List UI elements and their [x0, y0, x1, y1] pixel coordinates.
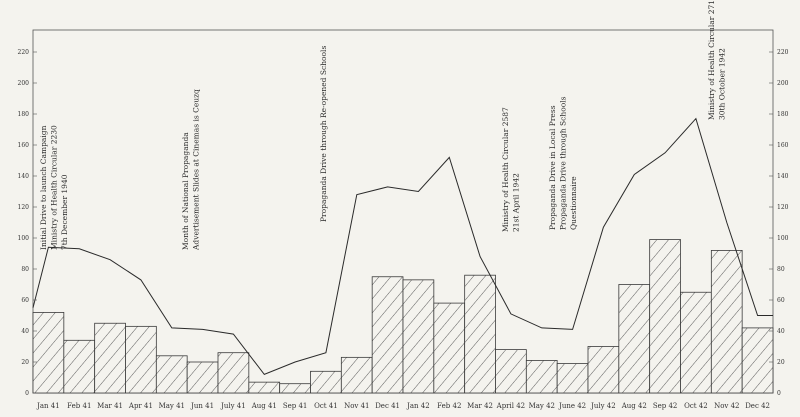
x-tick-label: Mar 42 — [467, 402, 493, 410]
bar-19 — [618, 284, 651, 394]
y-tick-label: 180 — [18, 111, 30, 118]
bar-15 — [495, 349, 527, 394]
x-tick-label: Dec 42 — [745, 402, 770, 410]
x-tick-label: Jan 41 — [36, 402, 60, 410]
x-tick-label: July 42 — [590, 402, 616, 410]
bar-21 — [680, 291, 712, 394]
x-tick-label: Jun 41 — [190, 402, 214, 410]
bar-16 — [525, 360, 558, 394]
y-tick-label: 60 — [777, 297, 785, 304]
x-tick-label: Aug 41 — [251, 402, 277, 410]
bar-8 — [279, 383, 311, 394]
bar-13 — [433, 302, 466, 394]
bar-22 — [710, 249, 743, 394]
x-tick-label: Nov 41 — [344, 402, 369, 410]
x-tick-label: Aug 42 — [621, 402, 647, 410]
x-tick-label: Mar 41 — [97, 402, 123, 410]
x-tick-label: May 42 — [529, 402, 555, 410]
annotation-0: Initial Drive to launch Campaign Ministry… — [39, 125, 69, 250]
annotation-1: Month of National Propaganda Advertisemen… — [181, 89, 201, 251]
bar-0 — [32, 311, 65, 394]
bar-4 — [155, 355, 188, 394]
line-series — [32, 117, 773, 376]
annotation-2: Propaganda Drive through Re-opened Schoo… — [319, 46, 328, 222]
y-tick-label: 40 — [777, 328, 785, 335]
bar-23 — [741, 327, 774, 394]
bar-20 — [649, 239, 681, 394]
bar-6 — [217, 352, 250, 394]
bar-1 — [63, 339, 96, 394]
x-tick-label: April 42 — [496, 402, 526, 410]
y-tick-label: 220 — [777, 49, 789, 56]
y-tick-label: 140 — [777, 173, 789, 180]
annotation-3: Ministry of Health Circular 2587 21st Apr… — [501, 107, 521, 232]
y-tick-label: 140 — [18, 173, 30, 180]
y-axis-left: 0 20 40 60 80 100 120 140 160 180 200 220 — [18, 49, 37, 397]
line-series-path — [32, 117, 773, 376]
x-tick-label: June 42 — [558, 402, 586, 410]
bar-11 — [371, 276, 404, 394]
bar-5 — [186, 361, 219, 394]
y-tick-label: 160 — [777, 142, 789, 149]
annotations: Initial Drive to launch Campaign Ministry… — [39, 0, 727, 251]
bar-18 — [587, 346, 620, 394]
annotation-5: Ministry of Health Circular 2713 30th Oct… — [707, 0, 727, 120]
x-tick-label: Jan 42 — [406, 402, 430, 410]
y-tick-label: 100 — [18, 235, 30, 242]
x-tick-label: July 41 — [220, 402, 246, 410]
annotation-4: Propaganda Drive in Local Press Propagand… — [548, 96, 578, 230]
x-tick-label: Apr 41 — [128, 402, 153, 410]
x-tick-label: Feb 41 — [67, 402, 91, 410]
y-tick-label: 120 — [18, 204, 30, 211]
y-tick-label: 0 — [777, 390, 781, 397]
x-tick-label: Sep 42 — [653, 402, 678, 410]
bar-3 — [125, 325, 157, 394]
y-tick-label: 220 — [18, 49, 30, 56]
x-tick-label: Nov 42 — [714, 402, 739, 410]
y-tick-label: 20 — [21, 359, 29, 366]
bar-12 — [402, 279, 435, 394]
bar-7 — [248, 381, 281, 394]
y-tick-label: 180 — [777, 111, 789, 118]
x-tick-label: Oct 41 — [314, 402, 338, 410]
bar-14 — [464, 274, 496, 394]
y-tick-label: 100 — [777, 235, 789, 242]
bar-17 — [556, 363, 589, 394]
y-tick-label: 120 — [777, 204, 789, 211]
x-tick-label: Oct 42 — [684, 402, 708, 410]
y-tick-label: 80 — [21, 266, 29, 273]
x-tick-label: Sep 41 — [283, 402, 308, 410]
bar-9 — [310, 370, 342, 394]
bar-2 — [94, 322, 126, 394]
x-axis: Jan 41 Feb 41 Mar 41 Apr 41 May 41 Jun 41 July… — [36, 402, 770, 410]
y-tick-label: 0 — [25, 390, 29, 397]
bar-10 — [340, 356, 373, 394]
x-tick-label: May 41 — [159, 402, 185, 410]
y-tick-label: 20 — [777, 359, 785, 366]
y-tick-label: 160 — [18, 142, 30, 149]
y-tick-label: 80 — [777, 266, 785, 273]
x-tick-label: Feb 42 — [437, 402, 461, 410]
y-tick-label: 60 — [21, 297, 29, 304]
y-tick-label: 40 — [21, 328, 29, 335]
bar-series — [32, 239, 774, 394]
y-axis-right: 0 20 40 60 80 100 120 140 160 180 200 220 — [769, 49, 789, 397]
x-tick-label: Dec 41 — [375, 402, 400, 410]
y-tick-label: 200 — [18, 80, 30, 87]
y-tick-label: 200 — [777, 80, 789, 87]
